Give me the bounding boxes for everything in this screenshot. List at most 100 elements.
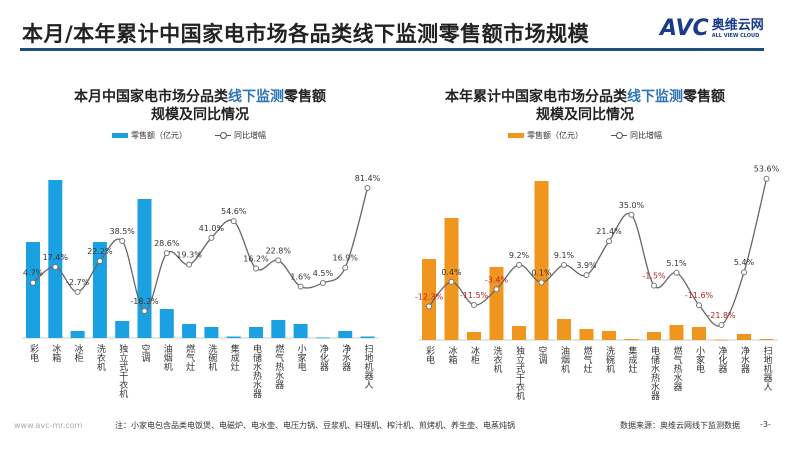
legend-line-icon <box>611 132 627 139</box>
legend-line-icon <box>215 132 231 139</box>
growth-point <box>516 261 522 268</box>
growth-point <box>493 286 500 293</box>
bar <box>422 259 436 340</box>
footer-source: 数据来源：奥维云网线下监测数据 <box>620 421 740 430</box>
title-line2: 规模及同比情况 <box>151 107 249 123</box>
category-label: 独立式干衣机 <box>117 343 128 399</box>
growth-point <box>342 264 349 271</box>
bar <box>249 327 263 338</box>
footer-site: www.avc-mr.com <box>14 421 83 430</box>
legend-label: 零售额（亿元） <box>527 131 583 140</box>
growth-label: -18.2% <box>130 297 159 306</box>
growth-point <box>30 279 36 286</box>
bar <box>602 331 616 340</box>
legend-bar: 零售额（亿元） <box>508 130 583 141</box>
title-highlight: 线下监测 <box>228 89 284 105</box>
growth-point <box>561 262 567 269</box>
category-label: 洗衣机 <box>492 345 503 374</box>
growth-label: 38.5% <box>109 227 135 236</box>
category-label: 油烟机 <box>559 345 570 374</box>
category-label: 洗碗机 <box>604 345 615 374</box>
title-divider <box>20 48 764 51</box>
growth-point <box>208 234 215 241</box>
title-line2: 规模及同比情况 <box>536 107 634 123</box>
category-label: 扫地机器人 <box>762 345 773 391</box>
growth-label: -3.4% <box>485 275 509 284</box>
growth-point <box>253 265 259 272</box>
growth-point <box>741 269 747 276</box>
title-part: 本年累计中国家电市场分品类 <box>445 89 627 105</box>
category-label: 独立式干衣机 <box>514 345 525 401</box>
bar <box>647 332 661 340</box>
growth-point <box>364 184 371 191</box>
category-label: 洗碗机 <box>206 343 217 372</box>
category-label: 燃气灶 <box>184 343 195 372</box>
category-label: 集成灶 <box>229 343 240 372</box>
growth-point <box>96 258 103 265</box>
bar <box>159 309 174 338</box>
growth-label: -11.5% <box>460 291 489 300</box>
bar <box>714 339 729 341</box>
bar <box>315 337 330 339</box>
growth-label: 54.6% <box>221 207 247 216</box>
bar <box>534 181 549 340</box>
growth-point <box>448 278 455 285</box>
growth-point <box>696 302 702 309</box>
growth-label: 16.2% <box>243 254 269 263</box>
growth-label: 1.6% <box>290 273 311 282</box>
category-label: 冰柜 <box>73 343 84 363</box>
category-label: 彩电 <box>28 344 39 362</box>
growth-point <box>426 303 432 310</box>
bar <box>669 325 684 340</box>
logo-text: 奥维云网 ALL VIEW CLOUD <box>712 19 764 39</box>
bar <box>512 326 526 340</box>
growth-label: 4.5% <box>313 269 334 278</box>
growth-label: 81.4% <box>355 174 381 183</box>
growth-point <box>141 307 148 314</box>
bar <box>338 331 353 338</box>
growth-label: 16.9% <box>332 254 358 263</box>
growth-label: 5.4% <box>734 258 755 267</box>
category-label: 燃气灶 <box>582 345 593 374</box>
growth-label: 22.8% <box>266 246 292 255</box>
bar <box>48 180 63 338</box>
category-label: 净化器 <box>717 345 728 373</box>
growth-point <box>74 288 81 295</box>
growth-point <box>119 237 126 244</box>
footer-note: 注：小家电包含品类电饭煲、电磁炉、电水壶、电压力锅、豆浆机、料理机、榨汁机、煎烤… <box>115 421 515 430</box>
chart-title-ytd: 本年累计中国家电市场分品类线下监测零售额 规模及同比情况 <box>405 88 765 124</box>
logo-mark: AVC <box>660 16 709 41</box>
category-label: 彩电 <box>424 346 435 364</box>
bar <box>467 332 481 340</box>
category-label: 电储水热水器 <box>251 343 262 398</box>
bar <box>360 336 375 338</box>
growth-label: 21.4% <box>596 227 622 236</box>
bar <box>759 339 774 340</box>
growth-label: 0.4% <box>441 268 462 277</box>
category-label: 净化器 <box>318 343 329 371</box>
bar <box>557 319 571 340</box>
avc-logo: AVC 奥维云网 ALL VIEW CLOUD <box>660 16 764 41</box>
category-label: 冰柜 <box>469 345 480 365</box>
growth-label: 28.6% <box>154 239 180 248</box>
growth-point <box>651 282 657 289</box>
page-title: 本月/本年累计中国家电市场各品类线下监测零售额市场规模 <box>22 22 590 46</box>
title-highlight: 线下监测 <box>627 89 683 105</box>
bar <box>226 336 241 338</box>
category-label: 洗衣机 <box>95 343 106 372</box>
category-label: 油烟机 <box>162 343 173 372</box>
category-label: 电储水热水器 <box>649 345 660 400</box>
growth-label: 5.1% <box>666 259 687 268</box>
growth-label: -11.6% <box>685 291 714 300</box>
growth-point <box>628 211 635 218</box>
growth-point <box>52 264 59 271</box>
growth-point <box>297 283 304 290</box>
bar <box>293 324 308 338</box>
growth-label: -1.5% <box>642 272 666 281</box>
bar <box>70 331 85 338</box>
title-part: 本月中国家电市场分品类 <box>74 89 228 105</box>
legend-line: 同比增幅 <box>611 130 662 141</box>
